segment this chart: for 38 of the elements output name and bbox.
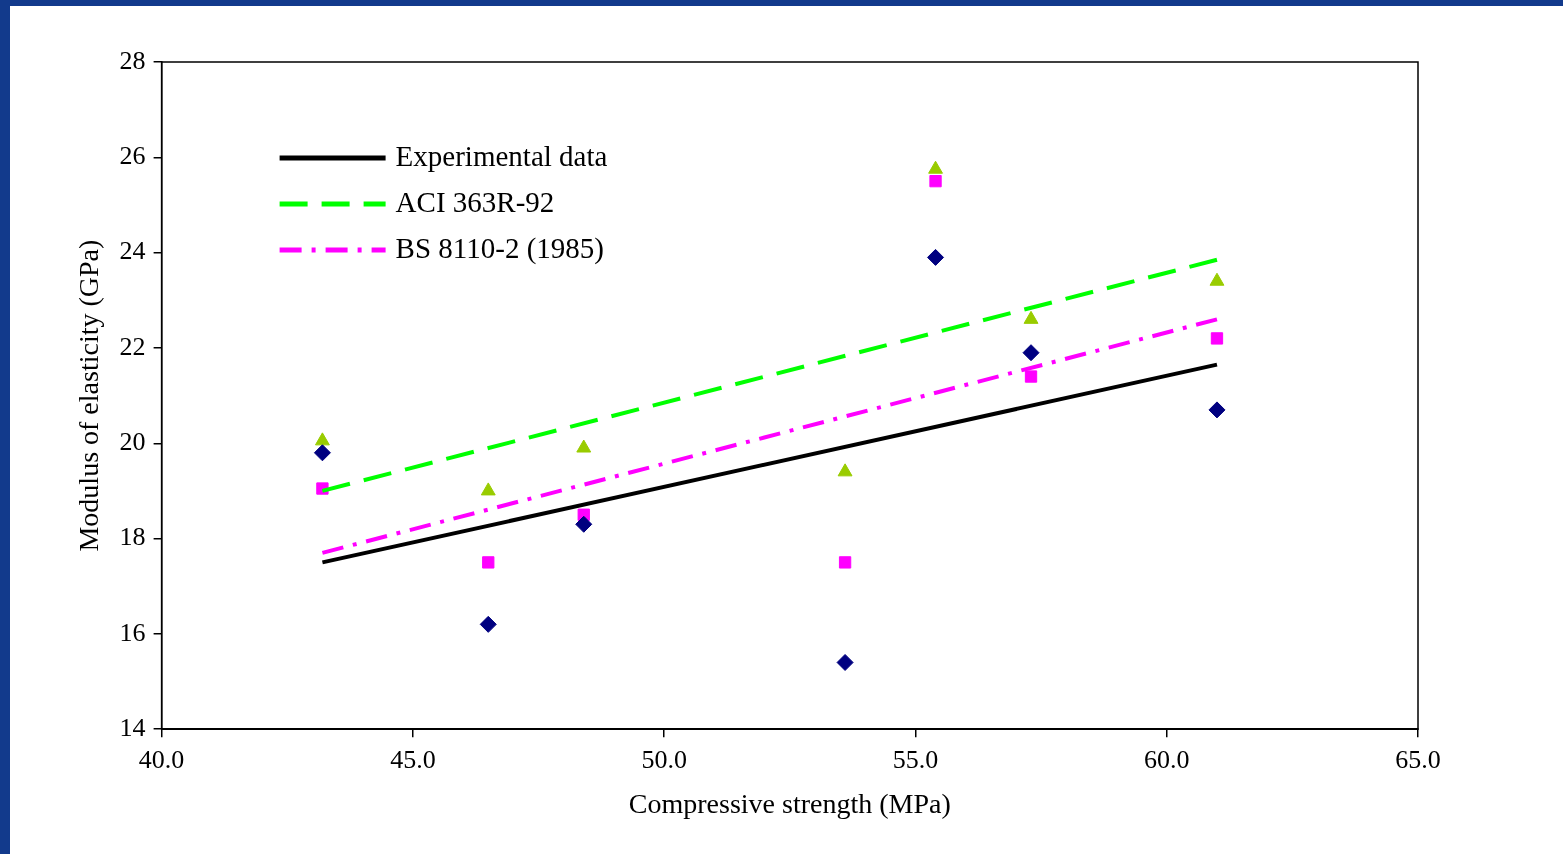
point: [838, 556, 852, 569]
point: [1209, 272, 1225, 286]
point: [929, 174, 942, 188]
point: [482, 556, 495, 569]
y-axis-title: Modulus of elasticity (GPa): [73, 239, 105, 552]
x-tick-label: 45.0: [390, 744, 436, 774]
point: [575, 515, 593, 533]
y-tick-label: 18: [119, 522, 146, 552]
point: [1022, 344, 1040, 362]
point: [837, 463, 853, 477]
legend-label: Experimental data: [395, 139, 608, 172]
point: [479, 615, 497, 633]
point: [314, 432, 330, 446]
point: [313, 444, 331, 462]
x-tick-label: 40.0: [138, 744, 185, 774]
x-tick-label: 60.0: [1143, 744, 1190, 774]
y-tick-label: 20: [119, 427, 146, 457]
y-tick-label: 16: [119, 617, 146, 647]
y-tick-label: 26: [119, 141, 146, 171]
y-tick-label: 24: [119, 236, 146, 266]
point: [1208, 401, 1226, 419]
point: [927, 248, 945, 266]
legend-label: BS 8110-2 (1985): [395, 231, 604, 265]
point: [480, 482, 496, 496]
x-tick-label: 65.0: [1395, 744, 1441, 774]
y-tick-label: 28: [119, 45, 146, 75]
point: [836, 653, 854, 671]
y-tick-label: 22: [119, 331, 146, 361]
point: [1024, 370, 1038, 383]
x-axis-title: Compressive strength (MPa): [628, 787, 951, 819]
point: [576, 439, 592, 453]
y-tick-label: 14: [119, 713, 146, 743]
x-tick-label: 50.0: [641, 744, 687, 774]
point: [928, 160, 943, 174]
x-tick-label: 55.0: [892, 744, 939, 774]
point: [1210, 332, 1224, 345]
legend-label: ACI 363R-92: [395, 185, 555, 218]
point: [1023, 310, 1039, 324]
